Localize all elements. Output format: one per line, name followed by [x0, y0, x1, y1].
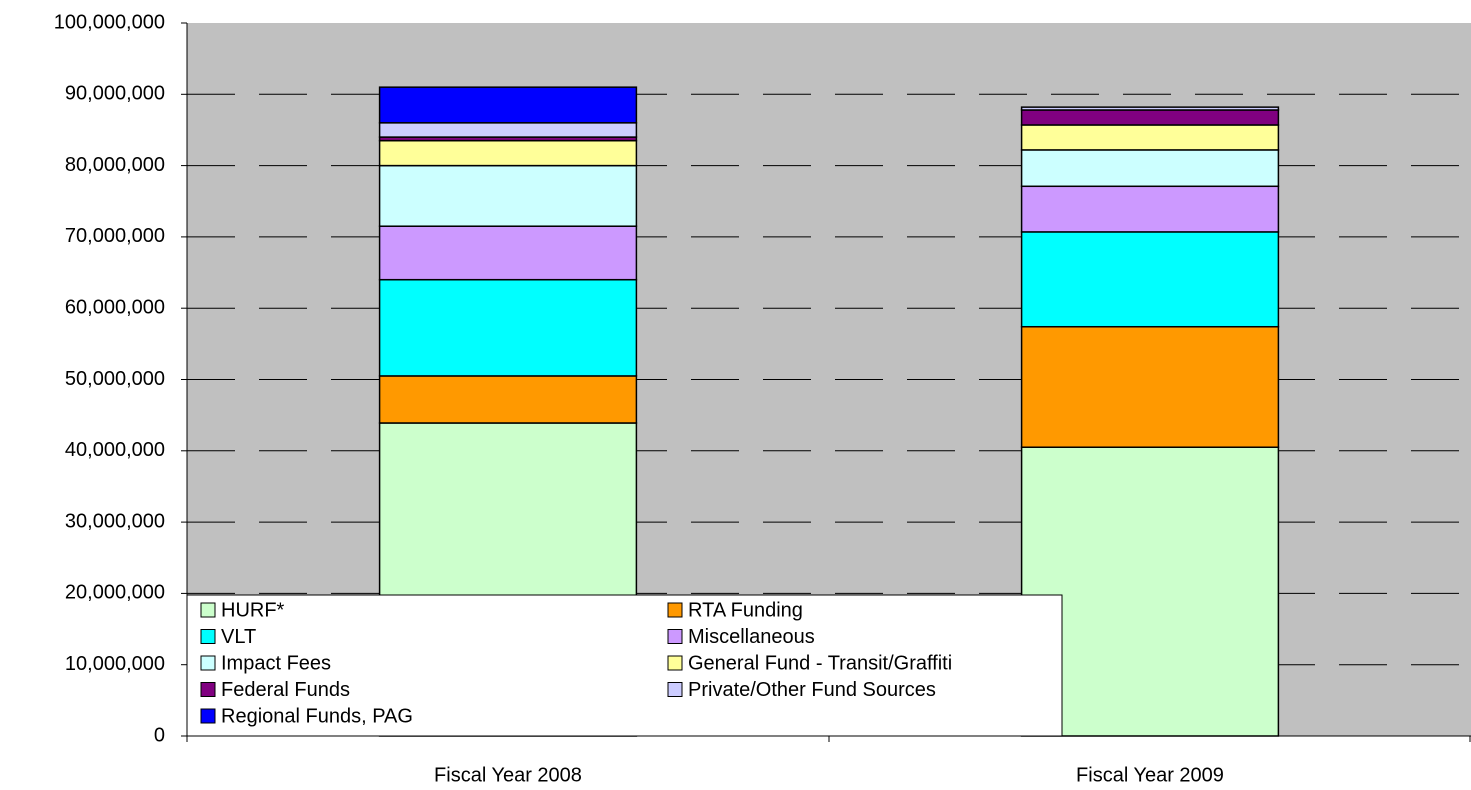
- y-tick-label: 10,000,000: [65, 653, 165, 675]
- legend-label: HURF*: [221, 599, 285, 621]
- legend-label: Regional Funds, PAG: [221, 705, 413, 727]
- bar-segment: [1020, 124, 1280, 151]
- y-tick-label: 100,000,000: [54, 11, 165, 33]
- bar-segment: [1020, 325, 1280, 448]
- y-tick-label: 30,000,000: [65, 510, 165, 532]
- legend-box: [186, 594, 1063, 737]
- bar-segment: [378, 375, 638, 424]
- y-tick-label: 80,000,000: [65, 154, 165, 176]
- legend-swatch: [667, 629, 683, 644]
- bar-segment: [378, 278, 638, 377]
- x-tick-label: Fiscal Year 2009: [1076, 764, 1224, 786]
- legend-label: RTA Funding: [688, 599, 803, 621]
- y-tick-label: 60,000,000: [65, 296, 165, 318]
- y-tick-label: 70,000,000: [65, 225, 165, 247]
- bar-segment: [1020, 106, 1280, 111]
- legend-swatch: [200, 602, 216, 618]
- legend-label: Federal Funds: [221, 679, 350, 701]
- x-tick-label: Fiscal Year 2008: [434, 764, 582, 786]
- legend-swatch: [667, 602, 683, 618]
- y-tick-label: 90,000,000: [65, 83, 165, 105]
- bar-segment: [378, 164, 638, 227]
- legend-swatch: [200, 629, 216, 644]
- bar-segment: [378, 139, 638, 167]
- legend-swatch: [667, 682, 683, 697]
- legend-label: Miscellaneous: [688, 626, 815, 648]
- y-tick-label: 20,000,000: [65, 582, 165, 604]
- bar-segment: [378, 86, 638, 124]
- y-tick-label: 0: [154, 724, 165, 746]
- legend-swatch: [200, 655, 216, 671]
- legend-swatch: [200, 708, 216, 724]
- legend-label: Private/Other Fund Sources: [688, 679, 936, 701]
- legend-swatch: [200, 682, 216, 697]
- legend-label: General Fund - Transit/Graffiti: [688, 652, 952, 674]
- bar-segment: [1020, 109, 1280, 126]
- legend-label: VLT: [221, 626, 256, 648]
- bar-segment: [378, 225, 638, 281]
- bar-segment: [1020, 231, 1280, 328]
- bar-segment: [1020, 149, 1280, 188]
- bar-segment: [378, 122, 638, 138]
- legend-swatch: [667, 655, 683, 671]
- y-tick-label: 40,000,000: [65, 439, 165, 461]
- y-tick-label: 50,000,000: [65, 368, 165, 390]
- legend-label: Impact Fees: [221, 652, 331, 674]
- bar-segment: [1020, 185, 1280, 233]
